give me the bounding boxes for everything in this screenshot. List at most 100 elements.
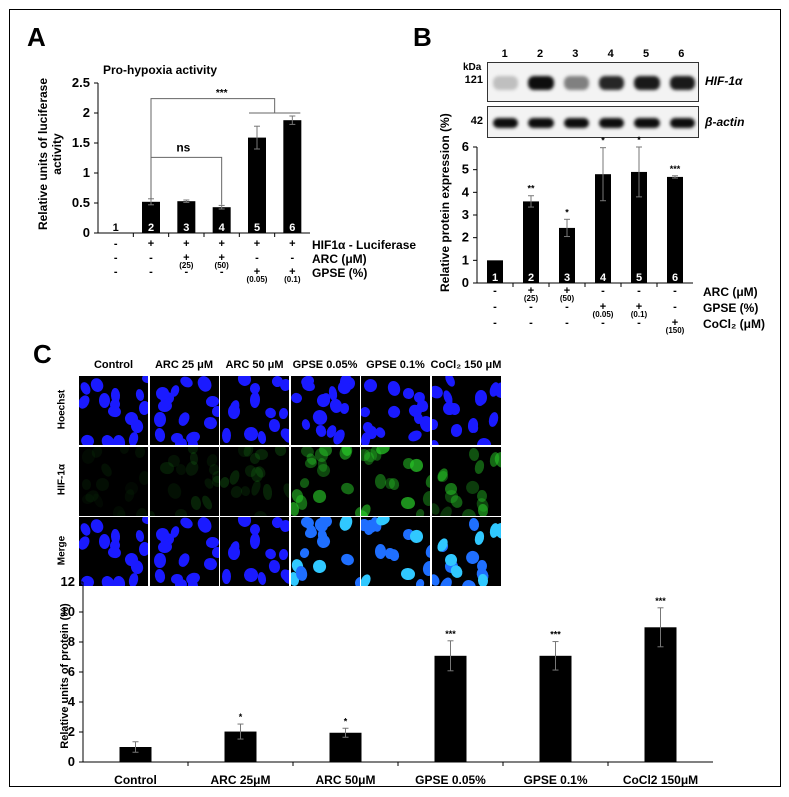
condition-mark: + [289, 266, 296, 278]
svg-text:5: 5 [462, 162, 469, 177]
microscopy-image [431, 376, 501, 445]
condition-mark: - [493, 285, 497, 297]
condition-mark: - [565, 301, 569, 313]
nucleus [423, 472, 430, 490]
microscopy-image [79, 446, 148, 516]
nucleus [169, 525, 181, 539]
blot-band [563, 76, 589, 90]
nucleus [157, 539, 173, 554]
nucleus [157, 398, 173, 413]
nucleus [474, 393, 486, 407]
nucleus [91, 492, 105, 509]
svg-text:***: *** [445, 629, 456, 639]
bar [631, 171, 647, 283]
column-header: ARC 25 μM [154, 359, 214, 371]
svg-text:*: * [239, 712, 243, 722]
blot-band [634, 118, 660, 128]
nucleus [194, 517, 214, 535]
svg-text:6: 6 [672, 272, 678, 284]
bar [283, 120, 302, 233]
condition-mark: - [493, 317, 497, 329]
nucleus [79, 433, 96, 445]
nucleus [134, 446, 146, 459]
svg-text:CoCl2 150μM: CoCl2 150μM [623, 773, 698, 787]
condition-dose: (0.1) [630, 310, 648, 319]
microscopy-image [79, 376, 148, 445]
nucleus [290, 391, 303, 405]
condition-mark: + [563, 285, 571, 297]
lane-number: 1 [501, 48, 508, 60]
column-header: CoCl₂ 150 μM [430, 359, 502, 371]
svg-text:ARC 25μM: ARC 25μM [210, 773, 270, 787]
nucleus [386, 379, 402, 398]
svg-text:1: 1 [492, 272, 498, 284]
svg-text:***: *** [670, 164, 681, 174]
svg-text:ARC 50μM: ARC 50μM [315, 773, 375, 787]
nucleus [361, 404, 372, 419]
svg-text:ns: ns [176, 140, 190, 154]
svg-text:*: * [344, 716, 348, 726]
microscopy-image [290, 376, 360, 445]
nucleus [408, 457, 425, 474]
svg-text:4: 4 [600, 272, 607, 284]
nucleus [153, 426, 167, 443]
nucleus [273, 446, 289, 458]
nucleus [281, 481, 289, 501]
nucleus [194, 376, 214, 394]
nucleus [473, 459, 485, 475]
condition-mark: - [113, 238, 118, 250]
nucleus [89, 517, 106, 536]
nucleus [487, 411, 500, 429]
nucleus [134, 507, 148, 516]
svg-text:0: 0 [83, 225, 90, 240]
nucleus [211, 405, 219, 418]
condition-mark: - [673, 301, 677, 313]
nucleus [374, 473, 386, 489]
nucleus [443, 376, 457, 389]
nucleus [111, 434, 126, 445]
nucleus [311, 488, 327, 504]
blot-name: HIF-1α [705, 74, 743, 88]
nucleus [107, 545, 122, 560]
nucleus [248, 452, 261, 466]
svg-text:2: 2 [462, 230, 469, 245]
condition-mark: + [289, 238, 296, 250]
bar [644, 627, 677, 762]
nucleus [110, 529, 121, 545]
svg-text:2.5: 2.5 [72, 75, 90, 90]
condition-label: GPSE (%) [312, 266, 368, 280]
svg-text:Control: Control [114, 773, 157, 787]
microscopy-image [361, 376, 430, 445]
microscopy-image [290, 517, 360, 586]
condition-mark: + [183, 238, 190, 250]
lane-number: 5 [642, 48, 650, 60]
bar [667, 176, 683, 283]
svg-text:GPSE 0.05%: GPSE 0.05% [415, 773, 486, 787]
nucleus [437, 504, 455, 516]
microscopy-image [79, 517, 148, 586]
nucleus [387, 477, 401, 492]
nucleus [261, 483, 273, 500]
condition-label: CoCl₂ (μM) [703, 317, 765, 331]
nucleus [283, 430, 289, 444]
svg-text:4: 4 [68, 694, 76, 709]
nucleus [431, 418, 438, 431]
bar [539, 655, 572, 762]
svg-text:2: 2 [148, 222, 154, 234]
nucleus [110, 388, 121, 404]
condition-mark: - [601, 285, 605, 297]
svg-text:1: 1 [83, 165, 90, 180]
svg-text:5: 5 [254, 222, 260, 234]
microscopy-image [361, 446, 430, 516]
condition-mark: + [527, 285, 535, 297]
nucleus [239, 484, 253, 498]
nucleus [279, 378, 289, 392]
microscopy-image [220, 376, 289, 445]
bar [487, 260, 503, 283]
nucleus [99, 461, 115, 478]
svg-text:**: ** [527, 184, 535, 194]
kda-value: 42 [470, 115, 483, 127]
microscopy-image [149, 517, 219, 586]
nucleus [249, 391, 261, 408]
nucleus [154, 412, 167, 428]
